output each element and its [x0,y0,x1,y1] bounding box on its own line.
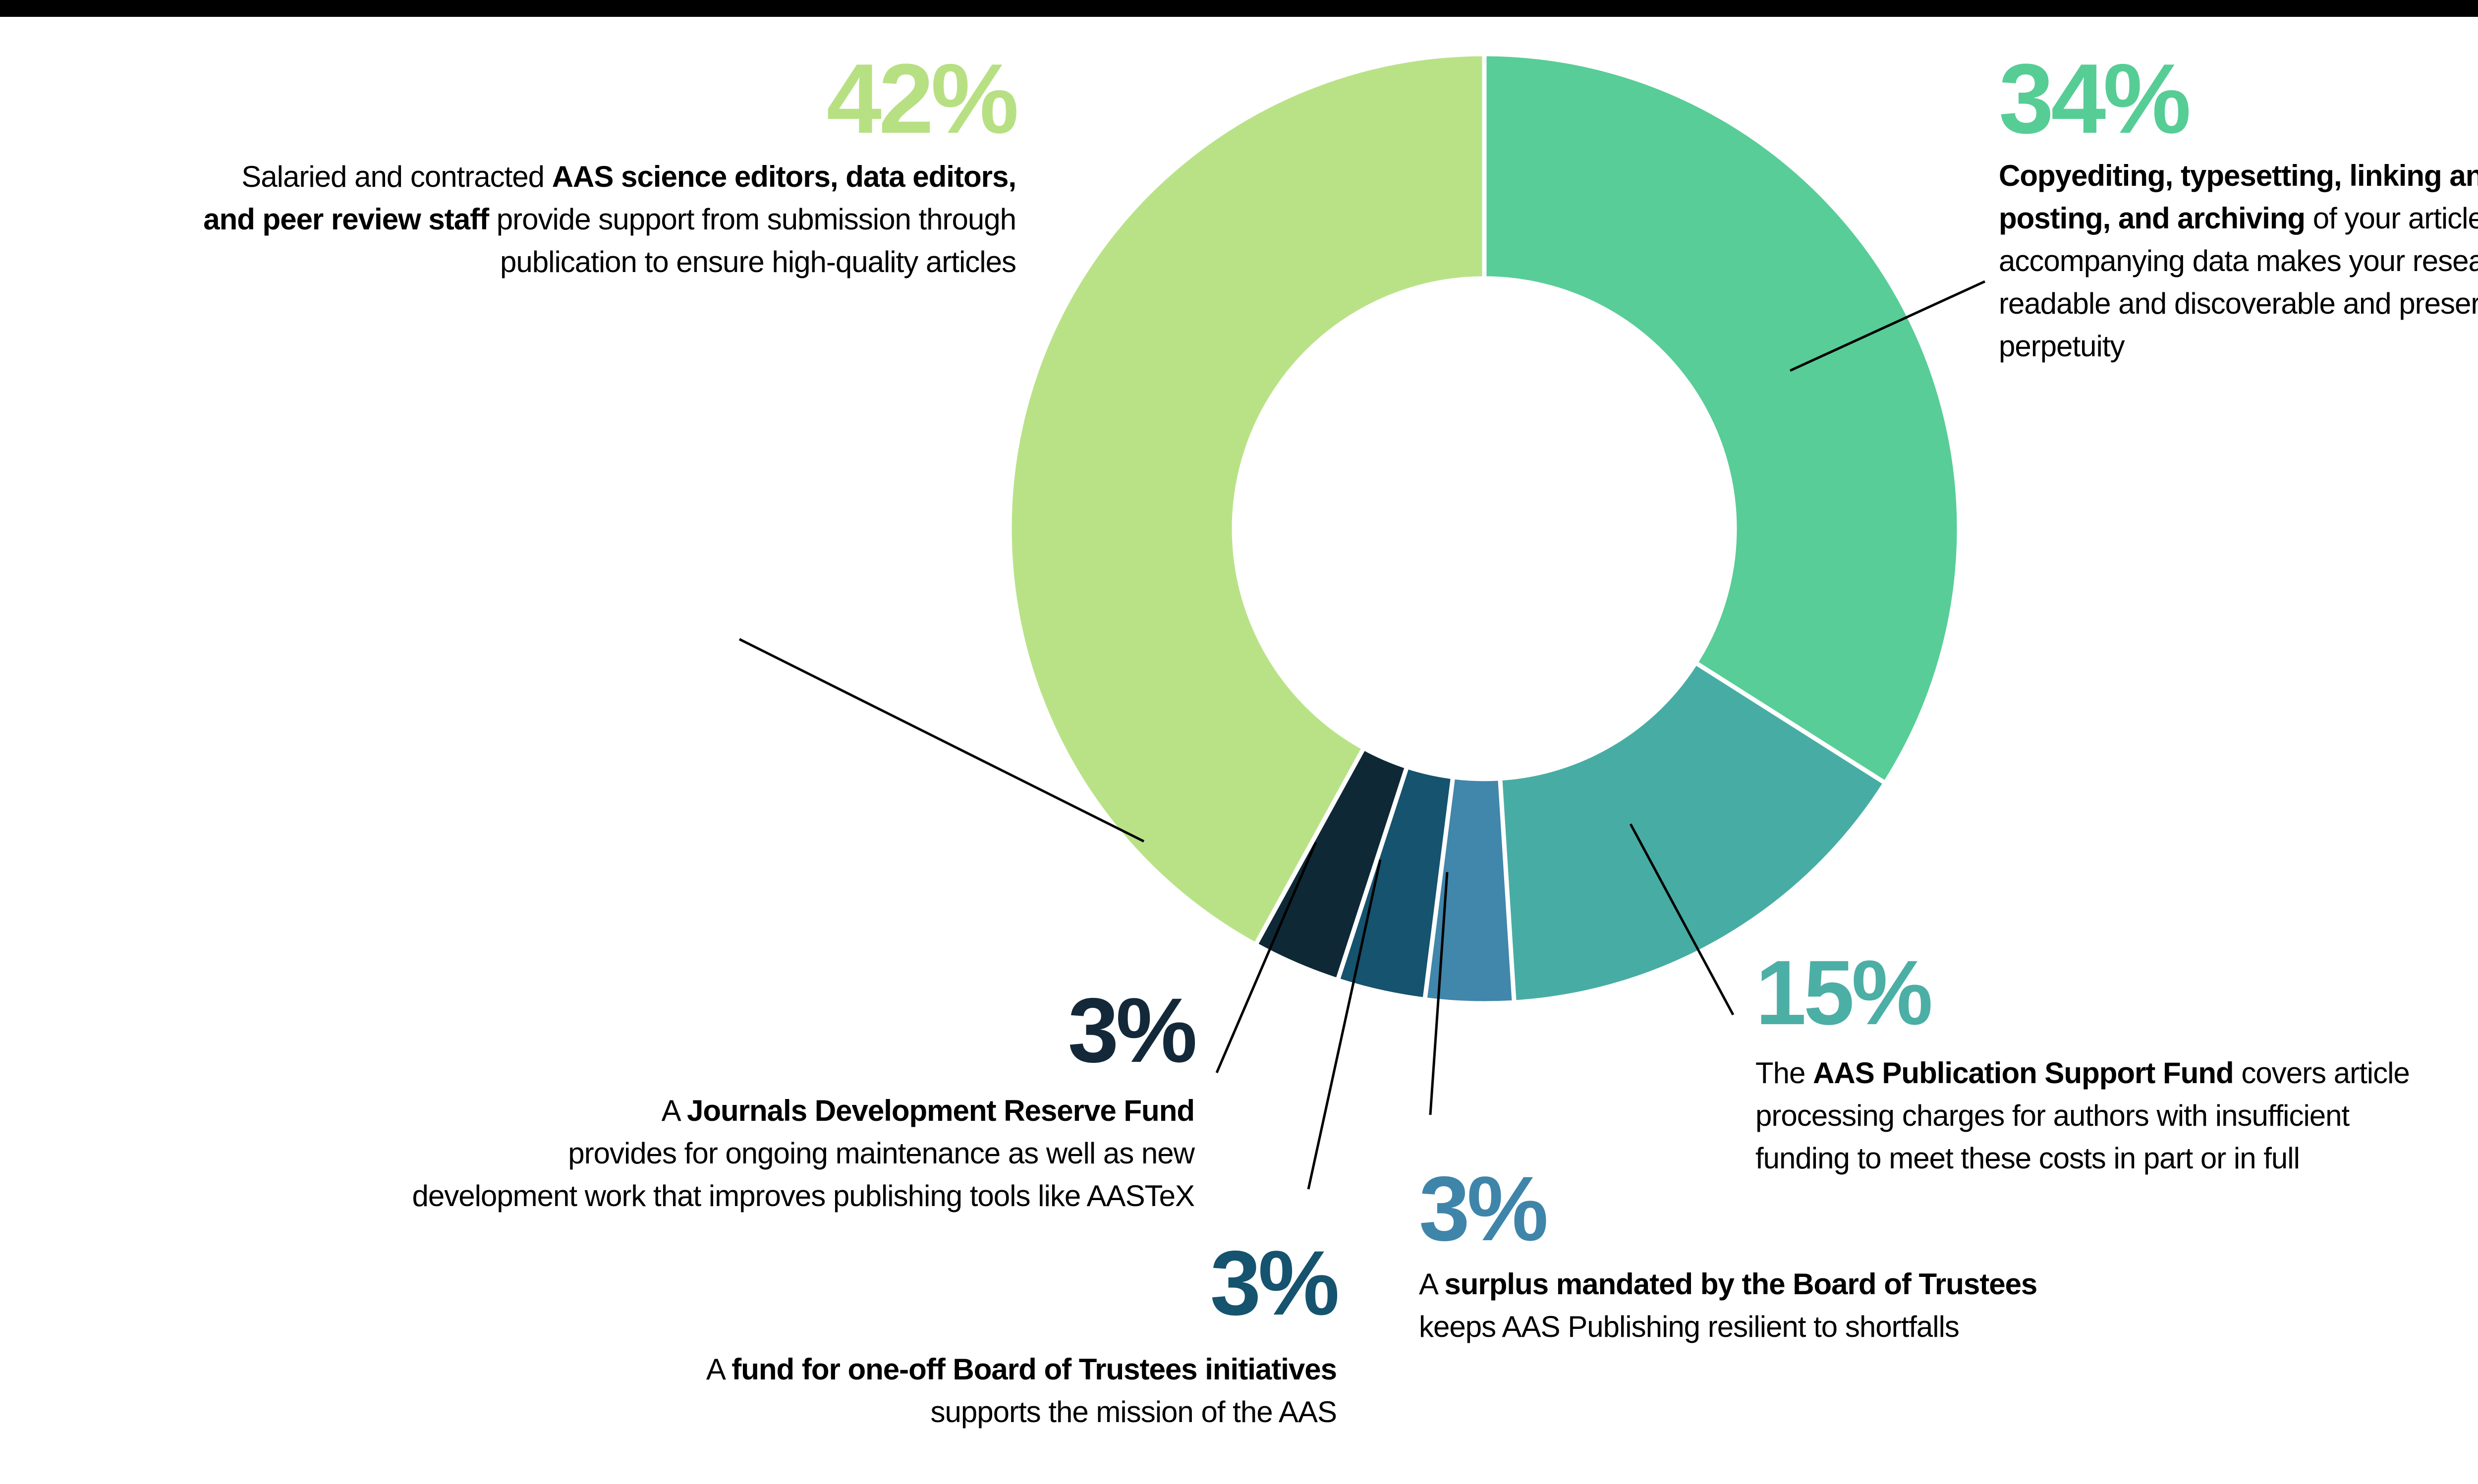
text-line: supports the mission of the AAS [930,1395,1337,1429]
percent-label-42: 42% [826,44,1019,154]
text-line: A Journals Development Reserve Fund [661,1094,1195,1127]
percent-label-3-reserve: 3% [1068,980,1197,1082]
text-line: A surplus mandated by the Board of Trust… [1419,1267,2037,1301]
callout-text-3-reserve: A Journals Development Reserve Fund provi… [412,1090,1195,1217]
donut-segment-copyediting [1482,52,1962,786]
text-line: publication to ensure high-quality artic… [500,245,1016,278]
leader-line-surplus [1429,872,1449,1115]
callout-one-off-fund-3: 3% A fund for one-off Board of Trustees … [706,1232,1340,1433]
text-line: provides for ongoing maintenance as well… [568,1137,1195,1170]
leader-line-copyediting [1789,280,1986,372]
callout-text-15: The AAS Publication Support Fund covers … [1755,1052,2410,1180]
callout-text-34: Copyediting, typesetting, linking and ta… [1999,155,2478,368]
callout-text-3-surplus: A surplus mandated by the Board of Trust… [1419,1263,2037,1348]
leader-line-support-fund [1629,823,1735,1016]
text-line: Salaried and contracted AAS science edit… [241,160,1016,193]
text-line: posting, and archiving of your article a… [1999,202,2478,235]
text-line: and peer review staff provide support fr… [203,203,1016,236]
leader-line-one-off-fund [1307,859,1382,1190]
callout-support-fund-15: 15% The AAS Publication Support Fund cov… [1755,947,2410,1180]
percent-label-15: 15% [1755,942,1933,1044]
callout-editors-42: 42% Salaried and contracted AAS science … [203,44,1019,283]
text-line: perpetuity [1999,330,2125,363]
percent-label-3-one-off: 3% [1210,1232,1340,1334]
text-line: readable and discoverable and preserves … [1999,287,2478,320]
text-line: processing charges for authors with insu… [1755,1099,2350,1132]
percent-label-3-surplus: 3% [1419,1158,1548,1260]
text-line: Copyediting, typesetting, linking and ta… [1999,159,2478,192]
text-line: keeps AAS Publishing resilient to shortf… [1419,1310,1960,1343]
percent-label-34: 34% [1999,44,2191,154]
text-line: development work that improves publishin… [412,1179,1195,1212]
callout-surplus-3: 3% A surplus mandated by the Board of Tr… [1419,1163,2037,1348]
callout-text-42: Salaried and contracted AAS science edit… [203,156,1016,283]
leader-line-editors [738,638,1145,843]
donut-segment-editors [1007,52,1487,948]
callout-copyediting-34: 34% Copyediting, typesetting, linking an… [1999,50,2478,368]
donut-segment-support-fund [1497,660,1889,1005]
text-line: A fund for one-off Board of Trustees ini… [706,1353,1337,1386]
leader-line-reserve-fund [1215,842,1317,1073]
callout-reserve-fund-3: 3% A Journals Development Reserve Fund pr… [412,980,1197,1217]
top-border-bar [0,0,2478,17]
text-line: accompanying data makes your research mo… [1999,244,2478,277]
callout-text-3-one-off: A fund for one-off Board of Trustees ini… [706,1348,1337,1433]
text-line: funding to meet these costs in part or i… [1755,1142,2300,1175]
text-line: The AAS Publication Support Fund covers … [1755,1056,2410,1090]
